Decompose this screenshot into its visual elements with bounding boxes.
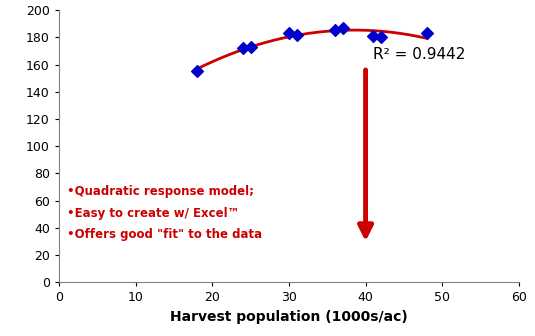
Point [338,25,347,31]
Point [285,31,293,36]
Point [369,33,378,39]
Point [239,45,247,51]
Point [193,69,201,74]
Point [246,44,255,49]
Text: •Quadratic response model;: •Quadratic response model; [66,185,254,198]
Text: R² = 0.9442: R² = 0.9442 [373,47,465,62]
X-axis label: Harvest population (1000s/ac): Harvest population (1000s/ac) [170,310,408,324]
Point [331,28,339,33]
Text: •Offers good "fit" to the data: •Offers good "fit" to the data [66,228,262,241]
Point [423,31,431,36]
Text: •Easy to create w/ Excel™: •Easy to create w/ Excel™ [66,207,239,220]
Point [377,35,385,40]
Point [292,32,301,37]
